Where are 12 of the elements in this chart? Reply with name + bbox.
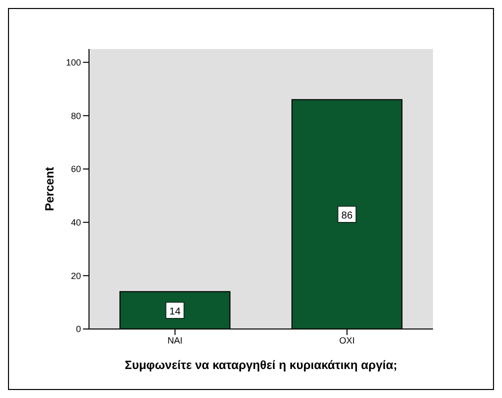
x-tick-label: ΟΧΙ <box>339 335 355 346</box>
x-tick-label: ΝΑΙ <box>167 335 183 346</box>
data-label: 86 <box>341 210 353 222</box>
data-label: 14 <box>169 306 181 318</box>
y-axis-title: Percent <box>42 166 56 212</box>
y-tick-label: 60 <box>70 164 81 174</box>
x-axis-title: Συμφωνείτε να καταργηθεί η κυριακάτικη αργία; <box>124 358 398 372</box>
y-tick-label: 20 <box>70 270 81 281</box>
y-tick-label: 40 <box>70 218 81 228</box>
y-tick-label: 100 <box>66 58 81 68</box>
y-tick-label: 0 <box>76 324 81 334</box>
y-tick-label: 80 <box>70 110 81 121</box>
